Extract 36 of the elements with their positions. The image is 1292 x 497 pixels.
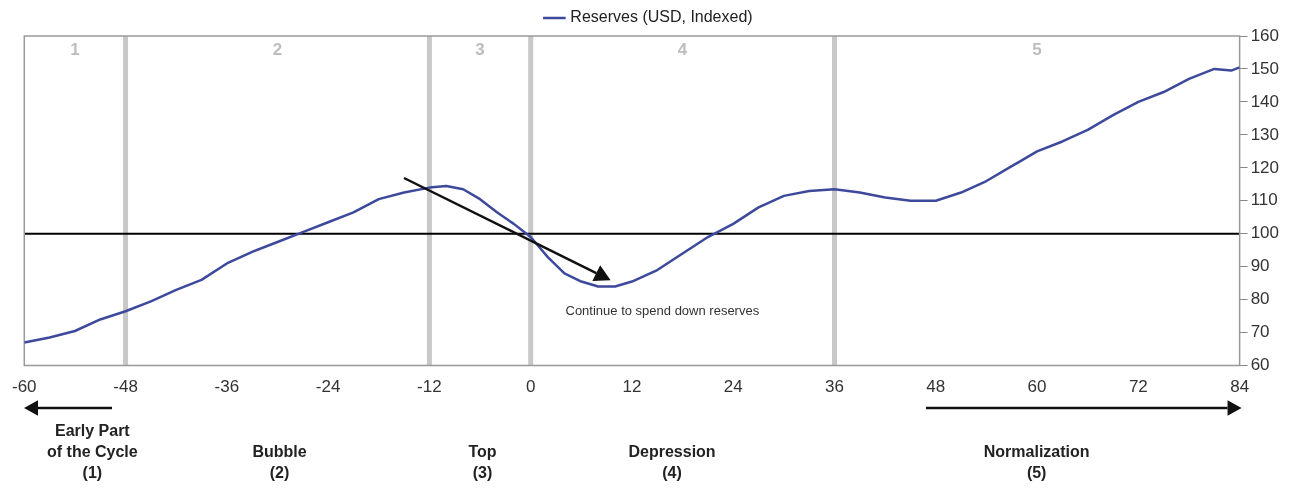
x-tick-label: -12 <box>417 377 442 397</box>
y-tick-label: 90 <box>1250 256 1270 276</box>
x-tick-label: 24 <box>723 377 743 397</box>
annotation: 3 <box>475 40 485 60</box>
x-tick-label: -24 <box>315 377 341 397</box>
y-tick-label: 150 <box>1250 58 1280 78</box>
text: Top (3) <box>468 442 497 483</box>
text: Early Part of the Cycle (1) <box>47 421 138 483</box>
annotation: Continue to spend down reserves <box>565 302 760 318</box>
annotation: 4 <box>677 40 688 60</box>
x-tick-label: -36 <box>214 377 240 397</box>
x-tick-label: 48 <box>926 377 946 397</box>
x-tick-label: 0 <box>525 377 536 397</box>
x-tick-label: -60 <box>12 377 37 397</box>
text: Depression (4) <box>628 442 716 483</box>
y-tick-label: 100 <box>1250 223 1280 243</box>
x-tick-label: 36 <box>825 377 844 397</box>
y-tick-label: 160 <box>1250 25 1280 45</box>
y-tick-label: 120 <box>1250 157 1280 177</box>
annotation: 2 <box>272 40 283 60</box>
legend-label: Reserves (USD, Indexed) <box>570 8 753 26</box>
y-tick-label: 60 <box>1250 355 1270 375</box>
text: Bubble (2) <box>252 442 307 483</box>
y-tick-label: 80 <box>1250 289 1270 309</box>
y-tick-label: 110 <box>1250 190 1278 210</box>
x-tick-label: 84 <box>1230 377 1250 397</box>
x-tick-label: 60 <box>1027 377 1047 397</box>
x-tick-label: 12 <box>622 377 642 397</box>
annotation: 5 <box>1032 40 1042 60</box>
y-tick-label: 130 <box>1250 124 1280 144</box>
y-tick-label: 70 <box>1250 322 1270 342</box>
text: Normalization (5) <box>983 442 1090 483</box>
annotation: 1 <box>70 40 80 60</box>
x-tick-label: 72 <box>1128 377 1148 397</box>
x-tick-label: -48 <box>113 377 138 397</box>
y-tick-label: 140 <box>1250 91 1280 111</box>
